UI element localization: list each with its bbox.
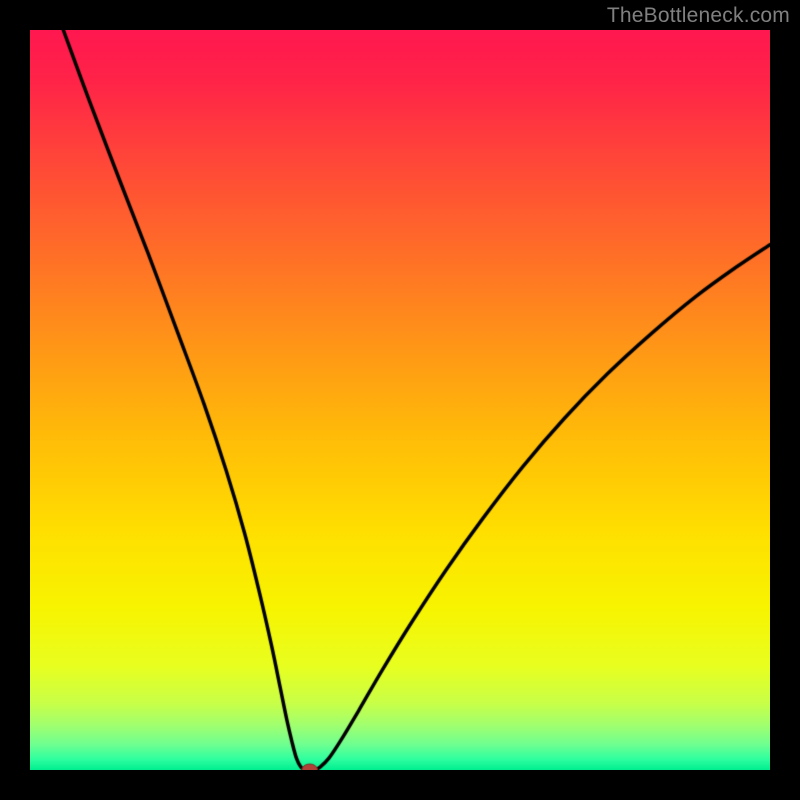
chart-stage: TheBottleneck.com [0,0,800,800]
bottleneck-curve [30,30,770,770]
plot-area [30,30,770,770]
watermark-text: TheBottleneck.com [607,4,790,28]
